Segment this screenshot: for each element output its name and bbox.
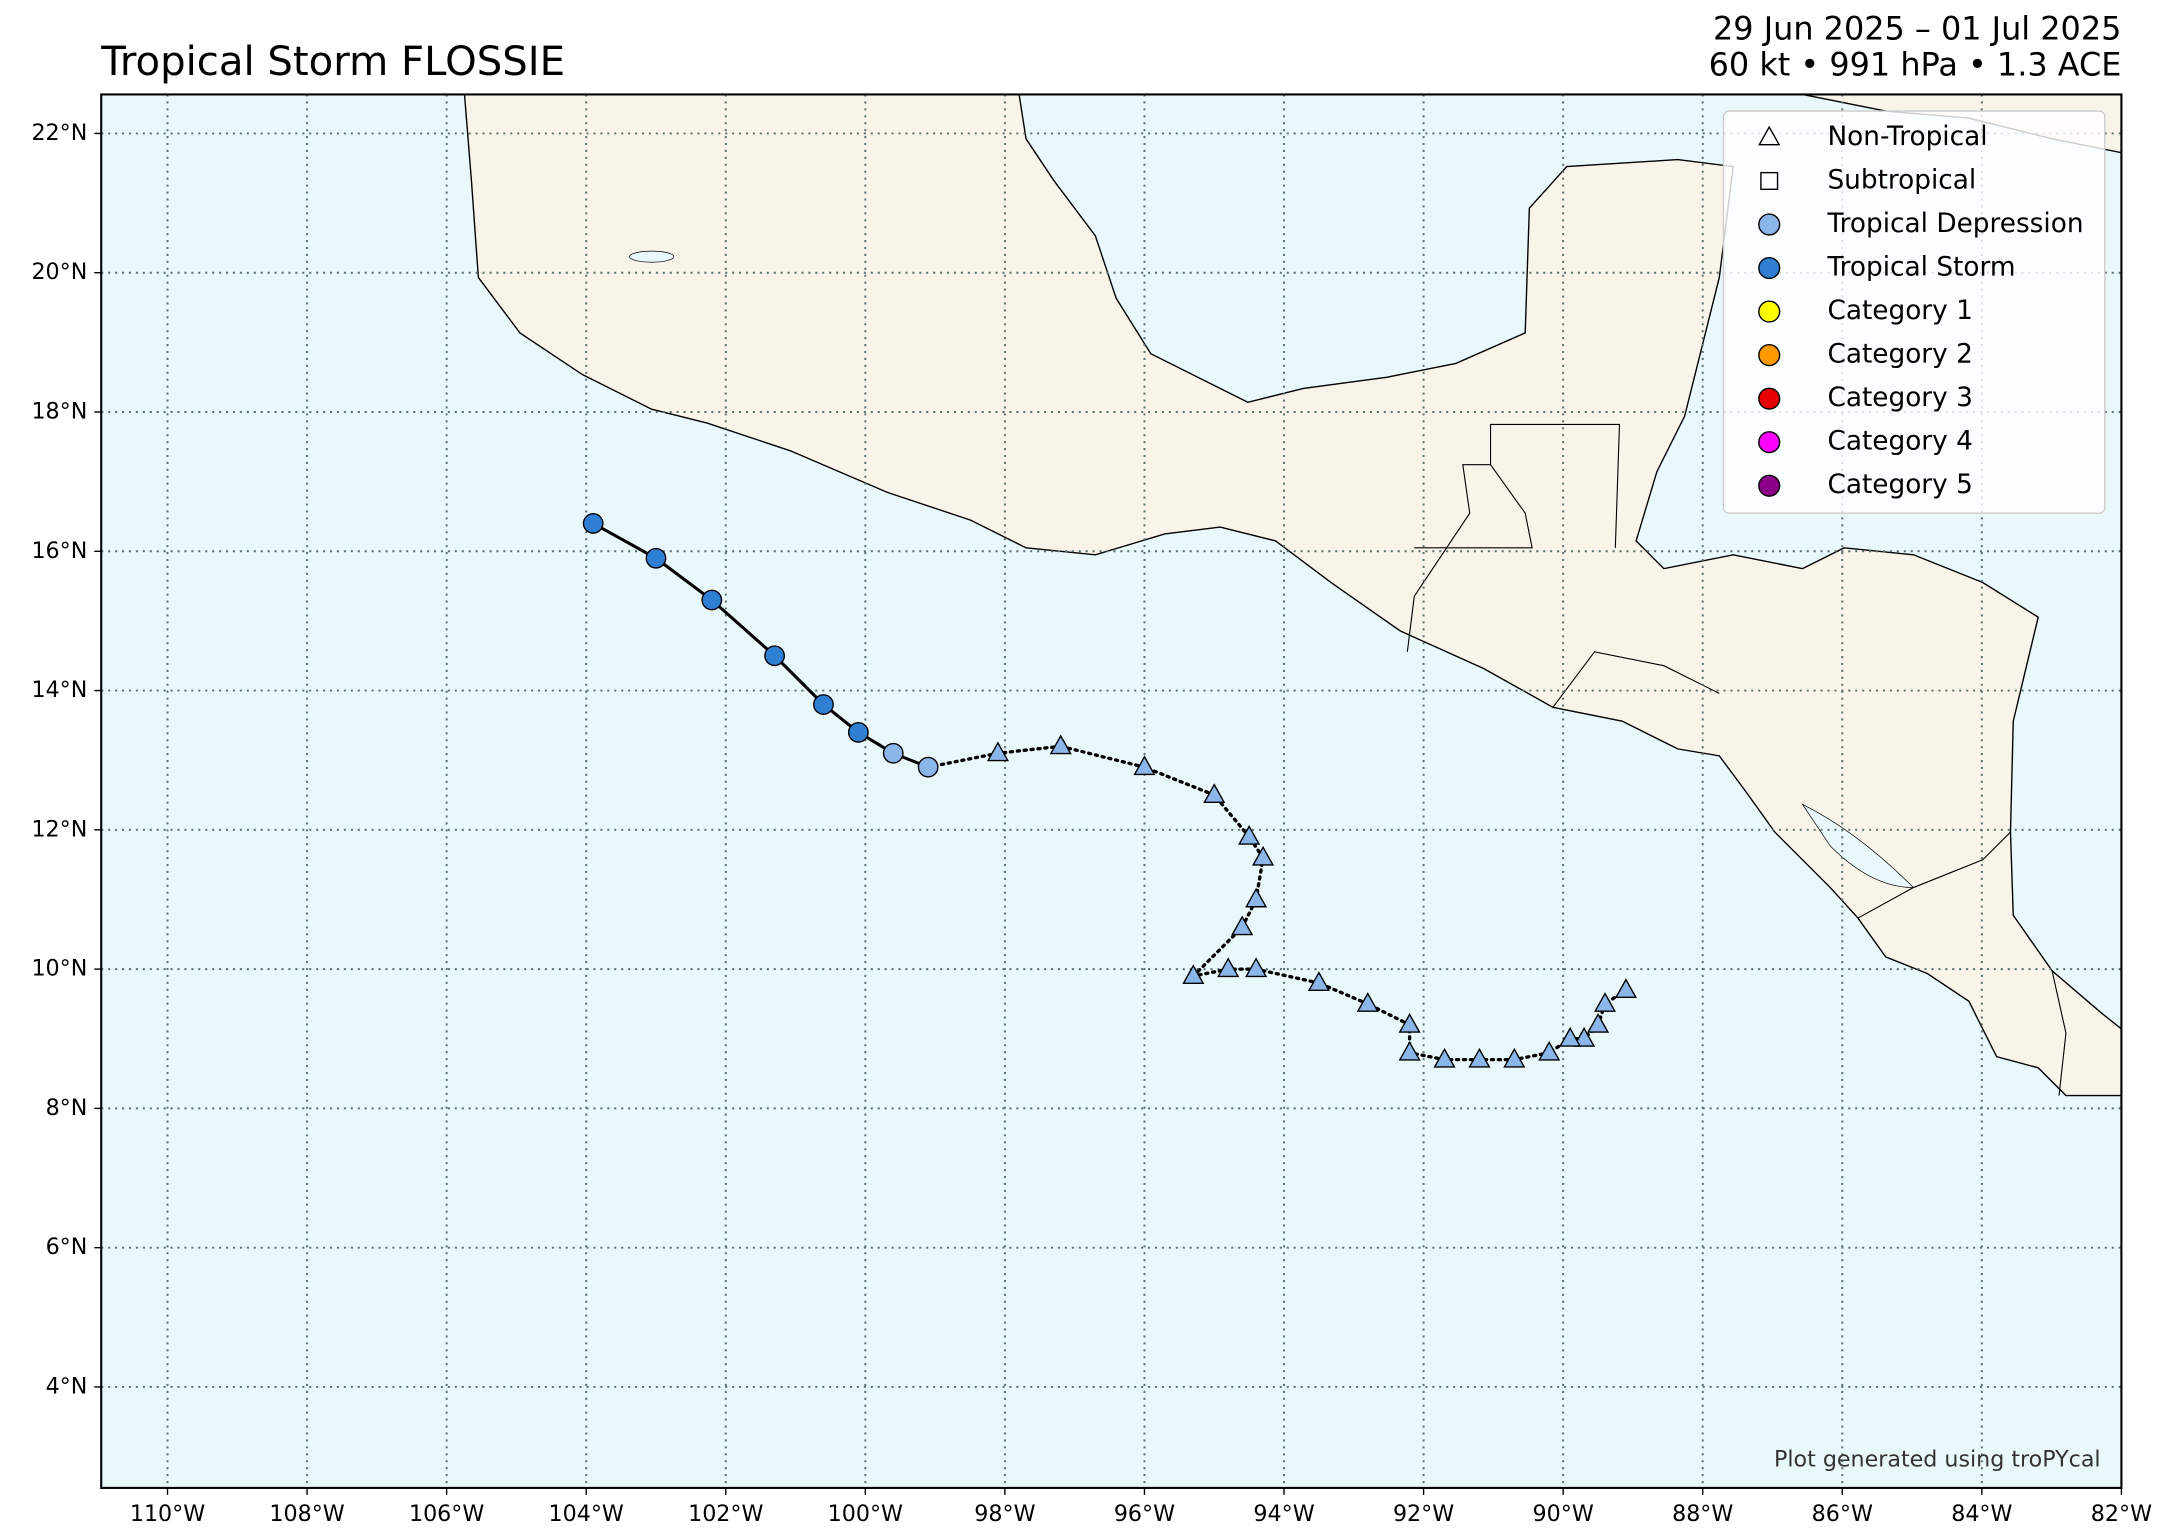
track-segment [1142, 765, 1216, 797]
y-tick-label: 12°N [31, 816, 87, 842]
track-point [1398, 1013, 1421, 1033]
track-point [1593, 992, 1617, 1012]
track-segment [1191, 925, 1244, 978]
track-point [1307, 971, 1330, 992]
marker-circle [1758, 300, 1781, 323]
legend-label: Subtropical [1827, 165, 1976, 195]
marker-circle [1758, 431, 1781, 454]
track-point [917, 756, 939, 778]
track-segment [1240, 897, 1258, 929]
legend-label: Tropical Storm [1826, 253, 2015, 283]
marker-square [1760, 171, 1779, 190]
track-point [1398, 1040, 1421, 1061]
track-point [1468, 1047, 1491, 1068]
y-tick-label: 22°N [31, 120, 87, 146]
track-point [1503, 1047, 1526, 1068]
track-point [1538, 1040, 1561, 1061]
track-segment [591, 521, 658, 560]
y-tick-label: 18°N [31, 399, 87, 425]
x-tick-label: 104°W [549, 1501, 624, 1527]
track-segment [654, 556, 714, 602]
track-point [645, 547, 667, 569]
chart-title: Tropical Storm FLOSSIE [100, 39, 565, 85]
track-point [1245, 957, 1268, 978]
y-tick-label: 14°N [31, 677, 87, 703]
frame [100, 93, 2123, 1489]
x-tick-label: 98°W [974, 1501, 1035, 1527]
legend-label: Category 2 [1827, 340, 1972, 370]
x-tick-label: 102°W [688, 1501, 763, 1527]
legend-label: Category 1 [1827, 296, 1972, 326]
track-segment [1366, 1002, 1412, 1027]
x-tick-label: 90°W [1533, 1501, 1594, 1527]
track-point [986, 741, 1009, 762]
y-tick-label: 10°N [31, 956, 87, 982]
track-point [1182, 964, 1205, 985]
track-point [1217, 957, 1240, 978]
track-segment [926, 751, 1000, 769]
x-tick-label: 100°W [828, 1501, 903, 1527]
track-segment [710, 598, 777, 658]
x-tick-label: 86°W [1812, 1501, 1873, 1527]
x-tick-label: 88°W [1672, 1501, 1733, 1527]
track-point [1573, 1026, 1596, 1047]
track-point [1049, 734, 1072, 755]
track-segment [1059, 744, 1147, 769]
y-tick-label: 4°N [46, 1373, 88, 1399]
x-tick-label: 82°W [2091, 1501, 2152, 1527]
track-point [582, 513, 604, 534]
legend-box [1722, 110, 2106, 514]
track-point [882, 742, 904, 764]
track-segment [773, 654, 825, 707]
track-point [1433, 1047, 1456, 1068]
marker-circle [1758, 256, 1781, 280]
x-tick-label: 94°W [1253, 1501, 1314, 1527]
track-point [1245, 887, 1268, 908]
chart-subtitle: 60 kt • 991 hPa • 1.3 ACE [1709, 46, 2122, 84]
legend-label: Category 4 [1827, 427, 1972, 457]
marker-circle [1758, 387, 1781, 410]
credit: Plot generated using troPYcal [1774, 1447, 2101, 1473]
track-point [1203, 783, 1226, 803]
track-point [847, 721, 869, 743]
x-tick-label: 84°W [1951, 1501, 2012, 1527]
track-point [1231, 915, 1254, 936]
track-point [1559, 1026, 1582, 1047]
track-segment [996, 744, 1063, 755]
track-point [1252, 845, 1275, 866]
x-tick-label: 106°W [409, 1501, 484, 1527]
track-point [1614, 978, 1638, 998]
track [582, 513, 1638, 1068]
track-point [1238, 824, 1261, 845]
x-tick-label: 108°W [269, 1501, 344, 1527]
track-segment [1212, 793, 1251, 839]
x-tick-label: 110°W [130, 1501, 205, 1527]
track-point [701, 589, 723, 611]
track-point [1586, 1013, 1610, 1033]
marker-circle [1758, 344, 1781, 367]
marker-circle [1758, 474, 1781, 497]
track-point [813, 694, 834, 715]
legend-label: Category 3 [1827, 383, 1972, 413]
y-tick-label: 6°N [46, 1234, 88, 1260]
marker-triangle [1758, 125, 1781, 146]
x-tick-label: 92°W [1393, 1501, 1454, 1527]
x-tick-label: 96°W [1114, 1501, 1175, 1527]
legend-label: Tropical Depression [1826, 209, 2083, 239]
legend-label: Category 5 [1827, 470, 1972, 500]
legend-label: Non-Tropical [1827, 122, 1987, 152]
chart-subtitle: 29 Jun 2025 – 01 Jul 2025 [1713, 10, 2121, 48]
marker-circle [1758, 213, 1781, 236]
legend: Non-Tropical Subtropical Tropical Depressi… [1722, 110, 2106, 514]
track-point [764, 645, 786, 667]
y-tick-label: 16°N [31, 538, 87, 564]
track-point [1133, 755, 1156, 776]
track-point [1356, 992, 1379, 1012]
y-tick-label: 20°N [31, 259, 87, 285]
y-tick-label: 8°N [46, 1095, 88, 1121]
